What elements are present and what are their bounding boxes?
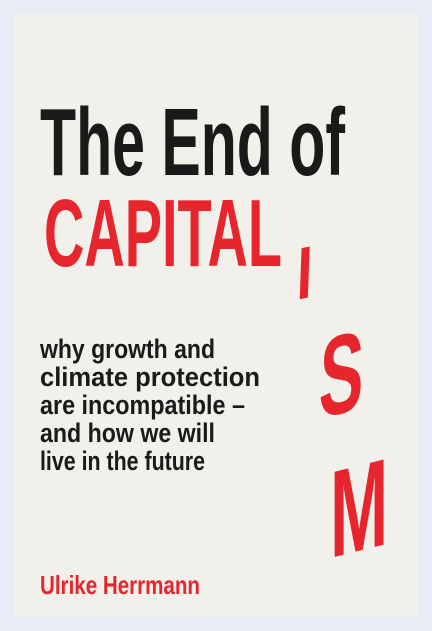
subtitle-line: live in the future (40, 446, 205, 476)
title-line: CAPITAL (44, 180, 282, 287)
subtitle-line: climate protection (40, 362, 260, 392)
subtitle-line: why growth and (39, 334, 215, 364)
subtitle-line: and how we will (40, 418, 215, 448)
title-line: The End of (40, 89, 346, 196)
falling-letter: M (330, 432, 388, 585)
subtitle-line: are incompatible – (40, 390, 245, 420)
book-cover (14, 14, 418, 617)
falling-letter: S (317, 306, 366, 443)
falling-letter: I (295, 231, 314, 317)
author: Ulrike Herrmann (40, 570, 200, 600)
subtitle: why growth and climate protection are in… (39, 334, 260, 476)
